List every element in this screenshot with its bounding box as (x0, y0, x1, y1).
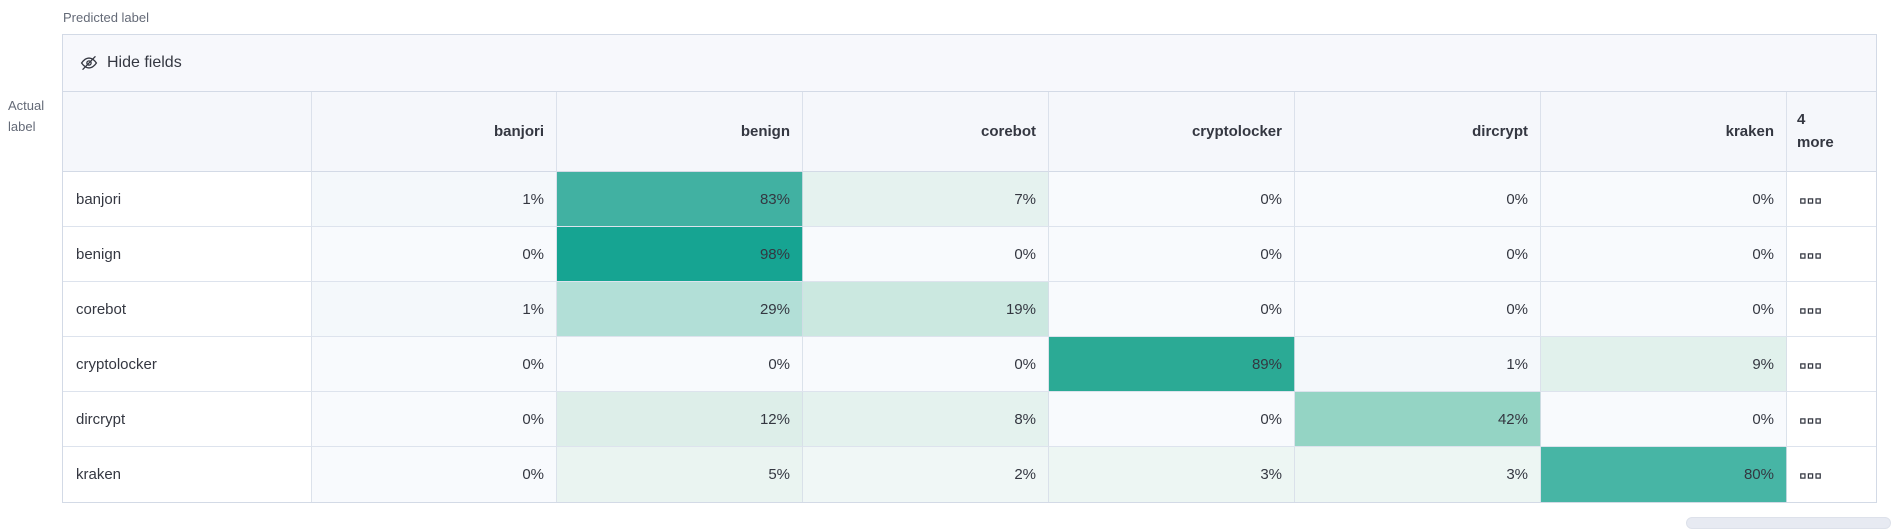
matrix-cell-benign-benign[interactable]: 98% (557, 227, 803, 282)
row-label-cryptolocker[interactable]: cryptolocker (63, 337, 312, 392)
row-more-actions-dircrypt[interactable] (1787, 392, 1876, 447)
row-label-banjori[interactable]: banjori (63, 172, 312, 227)
matrix-cell-dircrypt-corebot[interactable]: 8% (803, 392, 1049, 447)
matrix-cell-corebot-banjori[interactable]: 1% (312, 282, 557, 337)
boxes-horizontal-icon (1800, 356, 1821, 373)
matrix-cell-cryptolocker-kraken[interactable]: 9% (1541, 337, 1787, 392)
column-header-cryptolocker[interactable]: cryptolocker (1049, 92, 1295, 172)
column-header-kraken[interactable]: kraken (1541, 92, 1787, 172)
matrix-cell-banjori-banjori[interactable]: 1% (312, 172, 557, 227)
matrix-cell-kraken-dircrypt[interactable]: 3% (1295, 447, 1541, 502)
row-more-actions-benign[interactable] (1787, 227, 1876, 282)
column-header-dircrypt[interactable]: dircrypt (1295, 92, 1541, 172)
matrix-cell-dircrypt-banjori[interactable]: 0% (312, 392, 557, 447)
matrix-cell-benign-cryptolocker[interactable]: 0% (1049, 227, 1295, 282)
matrix-cell-banjori-dircrypt[interactable]: 0% (1295, 172, 1541, 227)
column-header-corebot[interactable]: corebot (803, 92, 1049, 172)
matrix-cell-corebot-kraken[interactable]: 0% (1541, 282, 1787, 337)
hide-fields-button[interactable]: Hide fields (80, 54, 182, 72)
matrix-cell-kraken-kraken[interactable]: 80% (1541, 447, 1787, 502)
row-label-kraken[interactable]: kraken (63, 447, 312, 502)
row-more-actions-corebot[interactable] (1787, 282, 1876, 337)
boxes-horizontal-icon (1800, 246, 1821, 263)
matrix-cell-dircrypt-cryptolocker[interactable]: 0% (1049, 392, 1295, 447)
grid-toolbar: Hide fields (63, 35, 1876, 92)
matrix-cell-corebot-benign[interactable]: 29% (557, 282, 803, 337)
matrix-cell-cryptolocker-benign[interactable]: 0% (557, 337, 803, 392)
matrix-cell-dircrypt-kraken[interactable]: 0% (1541, 392, 1787, 447)
row-more-actions-banjori[interactable] (1787, 172, 1876, 227)
matrix-cell-kraken-corebot[interactable]: 2% (803, 447, 1049, 502)
row-label-dircrypt[interactable]: dircrypt (63, 392, 312, 447)
matrix-cell-kraken-benign[interactable]: 5% (557, 447, 803, 502)
boxes-horizontal-icon (1800, 466, 1821, 483)
matrix-cell-cryptolocker-corebot[interactable]: 0% (803, 337, 1049, 392)
actual-axis-label-line1: Actual (8, 98, 45, 113)
column-header-more[interactable]: 4 more (1787, 92, 1876, 172)
matrix-cell-corebot-dircrypt[interactable]: 0% (1295, 282, 1541, 337)
matrix-cell-banjori-kraken[interactable]: 0% (1541, 172, 1787, 227)
column-header-actual-labels (63, 92, 312, 172)
confusion-matrix-grid: banjori benign corebot cryptolocker dircrypt… (63, 92, 1876, 502)
row-more-actions-kraken[interactable] (1787, 447, 1876, 502)
matrix-cell-kraken-cryptolocker[interactable]: 3% (1049, 447, 1295, 502)
boxes-horizontal-icon (1800, 301, 1821, 318)
hide-fields-label: Hide fields (107, 54, 182, 71)
matrix-cell-benign-corebot[interactable]: 0% (803, 227, 1049, 282)
matrix-cell-dircrypt-dircrypt[interactable]: 42% (1295, 392, 1541, 447)
column-header-benign[interactable]: benign (557, 92, 803, 172)
more-header-count: 4 (1797, 111, 1806, 128)
more-header-word: more (1797, 133, 1834, 151)
row-more-actions-cryptolocker[interactable] (1787, 337, 1876, 392)
boxes-horizontal-icon (1800, 191, 1821, 208)
predicted-axis-label: Predicted label (63, 10, 149, 25)
matrix-cell-benign-kraken[interactable]: 0% (1541, 227, 1787, 282)
row-label-corebot[interactable]: corebot (63, 282, 312, 337)
row-label-benign[interactable]: benign (63, 227, 312, 282)
matrix-cell-corebot-corebot[interactable]: 19% (803, 282, 1049, 337)
actual-axis-label: Actual label (8, 96, 44, 138)
confusion-matrix-panel: Hide fields banjori benign corebot cryptolo… (62, 34, 1877, 503)
matrix-cell-banjori-benign[interactable]: 83% (557, 172, 803, 227)
eye-closed-icon (80, 54, 98, 72)
matrix-cell-cryptolocker-banjori[interactable]: 0% (312, 337, 557, 392)
matrix-cell-cryptolocker-cryptolocker[interactable]: 89% (1049, 337, 1295, 392)
boxes-horizontal-icon (1800, 411, 1821, 428)
matrix-cell-benign-dircrypt[interactable]: 0% (1295, 227, 1541, 282)
horizontal-scrollbar-thumb[interactable] (1686, 517, 1891, 529)
column-header-banjori[interactable]: banjori (312, 92, 557, 172)
actual-axis-label-line2: label (8, 118, 36, 134)
matrix-cell-kraken-banjori[interactable]: 0% (312, 447, 557, 502)
matrix-cell-benign-banjori[interactable]: 0% (312, 227, 557, 282)
matrix-cell-banjori-cryptolocker[interactable]: 0% (1049, 172, 1295, 227)
matrix-cell-cryptolocker-dircrypt[interactable]: 1% (1295, 337, 1541, 392)
matrix-cell-corebot-cryptolocker[interactable]: 0% (1049, 282, 1295, 337)
matrix-cell-dircrypt-benign[interactable]: 12% (557, 392, 803, 447)
matrix-cell-banjori-corebot[interactable]: 7% (803, 172, 1049, 227)
